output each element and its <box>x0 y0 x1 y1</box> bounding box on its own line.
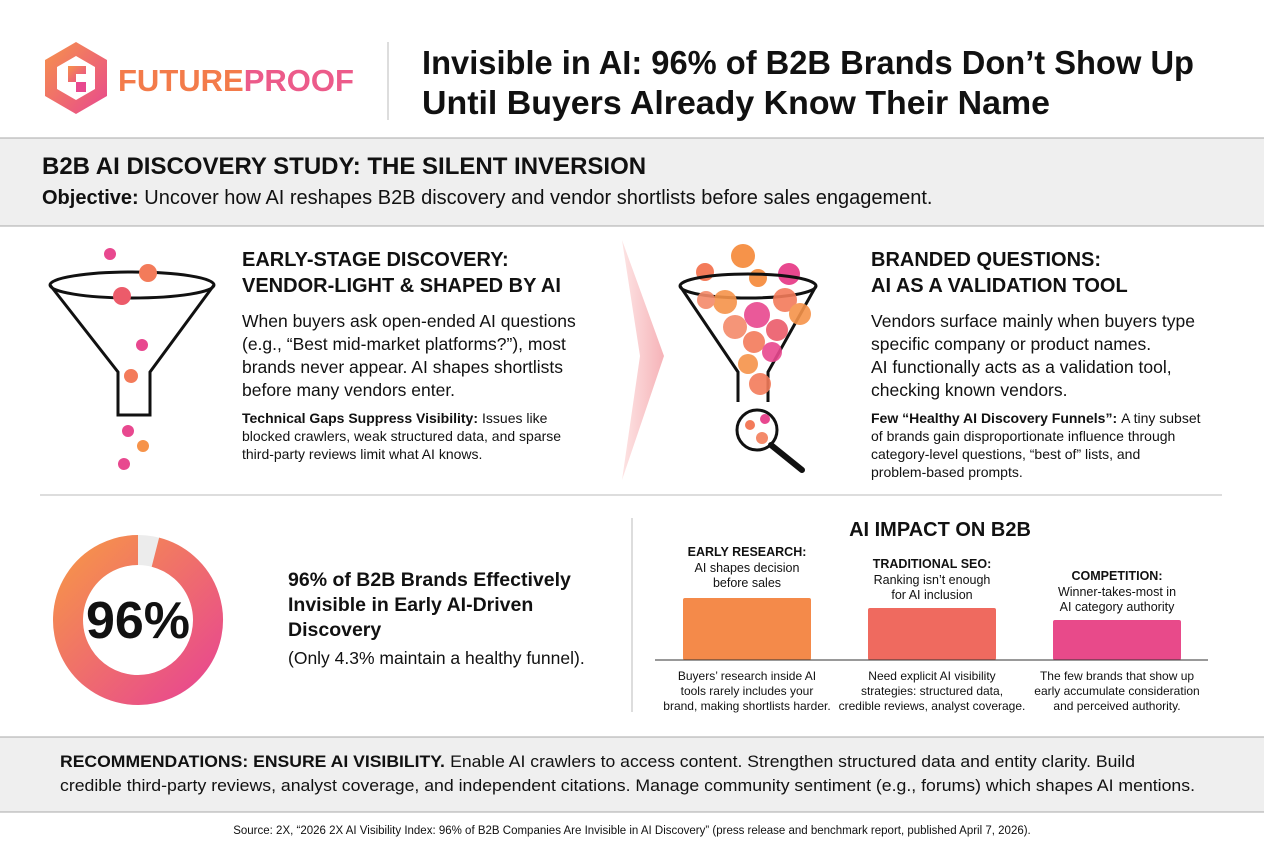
section-note: Technical Gaps Suppress Visibility: Issue… <box>242 410 548 426</box>
note-text: Issues like <box>482 410 548 426</box>
recommendations: RECOMMENDATIONS: ENSURE AI VISIBILITY. En… <box>60 752 1135 771</box>
source: Source: 2X, “2026 2X AI Visibility Index… <box>233 825 1031 837</box>
section-heading: VENDOR-LIGHT & SHAPED BY AI <box>242 275 561 297</box>
column-bar <box>683 598 811 660</box>
column-caption: tools rarely includes your <box>681 684 814 698</box>
section-body: AI functionally acts as a validation too… <box>871 357 1172 377</box>
section-note: blocked crawlers, weak structured data, … <box>242 428 561 444</box>
stat-note: (Only 4.3% maintain a healthy funnel). <box>288 648 585 668</box>
study-band <box>0 138 1264 226</box>
dots <box>104 248 157 470</box>
section-heading: BRANDED QUESTIONS: <box>871 249 1101 271</box>
note-label: Few “Healthy AI Discovery Funnels”: <box>871 410 1117 426</box>
column-bar <box>1053 620 1181 660</box>
impact-title: AI IMPACT ON B2B <box>849 519 1031 541</box>
column-label: EARLY RESEARCH: <box>688 545 807 559</box>
section-body: brands never appear. AI shapes shortlist… <box>242 357 563 377</box>
stat-headline: Discovery <box>288 619 381 641</box>
column-text: AI category authority <box>1060 600 1175 614</box>
column-caption: credible reviews, analyst coverage. <box>839 699 1026 713</box>
objective-label: Objective: <box>42 187 139 209</box>
column-caption: brand, making shortlists harder. <box>663 699 830 713</box>
logo-part: FUTURE <box>118 63 244 98</box>
title: Invisible in AI: 96% of B2B Brands Don’t… <box>422 44 1194 81</box>
column-caption: early accumulate consideration <box>1034 684 1199 698</box>
logo-text: FUTUREPROOF <box>118 63 354 98</box>
column-caption: Buyers’ research inside AI <box>678 669 816 683</box>
column-text: for AI inclusion <box>891 588 972 602</box>
section-note: category-level questions, “best of” list… <box>871 446 1140 462</box>
column-bar <box>868 608 996 660</box>
objective-text: Uncover how AI reshapes B2B discovery an… <box>144 187 932 209</box>
section-body: When buyers ask open-ended AI questions <box>242 311 576 331</box>
recommendations-text: Enable AI crawlers to access content. St… <box>450 752 1135 771</box>
recommendations: credible third-party reviews, analyst co… <box>60 776 1195 795</box>
stat-headline: 96% of B2B Brands Effectively <box>288 569 571 591</box>
section-body: before many vendors enter. <box>242 380 455 400</box>
column-caption: and perceived authority. <box>1053 699 1180 713</box>
section-note: of brands gain disproportionate influenc… <box>871 428 1175 444</box>
section-note: problem-based prompts. <box>871 464 1023 480</box>
column-label: TRADITIONAL SEO: <box>873 557 992 571</box>
donut-label: 96% <box>86 592 190 650</box>
column-text: Winner-takes-most in <box>1058 585 1176 599</box>
stat-headline: Invisible in Early AI-Driven <box>288 594 533 616</box>
study-title: B2B AI DISCOVERY STUDY: THE SILENT INVER… <box>42 153 646 180</box>
column-text: before sales <box>713 576 781 590</box>
note-label: Technical Gaps Suppress Visibility: <box>242 410 478 426</box>
note-text: A tiny subset <box>1121 410 1200 426</box>
column-caption: Need explicit AI visibility <box>868 669 995 683</box>
column-caption: The few brands that show up <box>1040 669 1194 683</box>
section-body: checking known vendors. <box>871 380 1068 400</box>
logo-icon <box>45 42 107 114</box>
logo-part: PROOF <box>244 63 354 98</box>
column-caption: strategies: structured data, <box>861 684 1003 698</box>
chevron <box>622 240 664 480</box>
section-body: (e.g., “Best mid-market platforms?”), mo… <box>242 334 566 354</box>
donut-arc <box>53 535 223 705</box>
funnel-illustration <box>678 244 818 473</box>
column-text: Ranking isn’t enough <box>874 573 991 587</box>
section-body: specific company or product names. <box>871 334 1151 354</box>
recommendations-band <box>0 737 1264 812</box>
section-note: third-party reviews limit what AI knows. <box>242 446 482 462</box>
title: Until Buyers Already Know Their Name <box>422 84 1050 121</box>
objective: Objective: Uncover how AI reshapes B2B d… <box>42 187 932 209</box>
recommendations-label: RECOMMENDATIONS: ENSURE AI VISIBILITY. <box>60 752 445 771</box>
section-body: Vendors surface mainly when buyers type <box>871 311 1195 331</box>
funnel-illustration <box>48 270 216 417</box>
section-note: Few “Healthy AI Discovery Funnels”: A tin… <box>871 410 1201 426</box>
column-label: COMPETITION: <box>1072 569 1163 583</box>
section-heading: AI AS A VALIDATION TOOL <box>871 275 1128 297</box>
column-text: AI shapes decision <box>695 561 800 575</box>
section-heading: EARLY-STAGE DISCOVERY: <box>242 249 509 271</box>
